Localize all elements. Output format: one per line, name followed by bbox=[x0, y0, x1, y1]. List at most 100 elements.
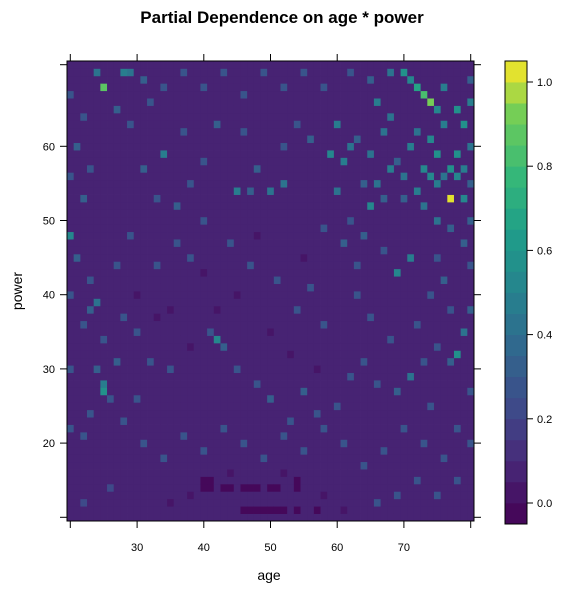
heatmap-cell bbox=[113, 194, 121, 203]
heatmap-cell bbox=[167, 417, 175, 425]
heatmap-cell bbox=[300, 261, 308, 270]
heatmap-cell bbox=[140, 417, 148, 425]
heatmap-cell bbox=[140, 298, 148, 307]
heatmap-cell bbox=[73, 305, 81, 314]
y-tick-label: 50 bbox=[43, 216, 55, 228]
heatmap-cell bbox=[200, 491, 208, 500]
heatmap-cell bbox=[427, 179, 435, 188]
heatmap-cell bbox=[100, 350, 108, 359]
heatmap-cell bbox=[187, 328, 195, 336]
heatmap-cell bbox=[453, 120, 462, 129]
heatmap-cell bbox=[447, 83, 455, 92]
heatmap-cell bbox=[153, 387, 161, 396]
heatmap-cell bbox=[240, 424, 248, 433]
heatmap-cell bbox=[193, 187, 201, 195]
heatmap-cell bbox=[180, 150, 188, 158]
heatmap-cell bbox=[460, 179, 468, 188]
heatmap-cell bbox=[107, 313, 115, 322]
heatmap-cell bbox=[440, 328, 448, 336]
heatmap-cell bbox=[400, 483, 408, 492]
heatmap-cell bbox=[433, 469, 442, 477]
heatmap-cell bbox=[273, 350, 281, 359]
heatmap-cell bbox=[100, 335, 108, 344]
heatmap-cell bbox=[413, 172, 422, 181]
heatmap-cell bbox=[133, 305, 141, 314]
heatmap-cell bbox=[380, 172, 388, 181]
heatmap-cell bbox=[407, 239, 415, 247]
heatmap-cell bbox=[187, 357, 195, 366]
heatmap-cell bbox=[200, 461, 208, 470]
heatmap-cell bbox=[267, 328, 275, 336]
heatmap-cell bbox=[120, 246, 128, 255]
heatmap-cell bbox=[73, 105, 81, 114]
heatmap-cell bbox=[287, 476, 295, 485]
colorbar-segment bbox=[505, 334, 527, 357]
heatmap-cell bbox=[160, 506, 168, 514]
heatmap-cell bbox=[293, 365, 301, 374]
heatmap-cell bbox=[340, 328, 348, 336]
heatmap-cell bbox=[367, 305, 375, 314]
heatmap-cell bbox=[353, 135, 361, 144]
heatmap-cell bbox=[67, 506, 75, 514]
heatmap-cell bbox=[160, 305, 168, 314]
heatmap-cell bbox=[80, 372, 88, 381]
heatmap-cell bbox=[400, 157, 408, 166]
heatmap-cell bbox=[93, 239, 101, 247]
heatmap-cell bbox=[260, 387, 268, 396]
heatmap-cell bbox=[440, 224, 448, 233]
heatmap-cell bbox=[420, 461, 428, 470]
heatmap-cell bbox=[460, 172, 468, 181]
heatmap-cell bbox=[333, 261, 341, 270]
heatmap-cell bbox=[213, 387, 221, 396]
heatmap-cell bbox=[413, 239, 422, 247]
heatmap-cell bbox=[347, 164, 355, 173]
colorbar-tick-label: 0.8 bbox=[537, 161, 552, 173]
heatmap-cell bbox=[133, 209, 141, 218]
heatmap-cell bbox=[180, 187, 188, 195]
heatmap-cell bbox=[233, 194, 241, 203]
heatmap-cell bbox=[307, 187, 315, 195]
heatmap-cell bbox=[440, 246, 448, 255]
heatmap-cell bbox=[293, 194, 301, 203]
heatmap-cell bbox=[360, 365, 368, 374]
heatmap-cell bbox=[373, 372, 381, 381]
heatmap-cell bbox=[433, 298, 442, 307]
heatmap-cell bbox=[127, 357, 135, 366]
heatmap-cell bbox=[207, 350, 215, 359]
heatmap-cell bbox=[353, 283, 361, 292]
heatmap-cell bbox=[80, 513, 88, 522]
heatmap-cell bbox=[453, 305, 462, 314]
heatmap-cell bbox=[200, 253, 208, 262]
heatmap-cell bbox=[267, 469, 275, 477]
heatmap-cell bbox=[333, 105, 341, 114]
heatmap-cell bbox=[227, 387, 235, 396]
heatmap-cell bbox=[333, 394, 341, 403]
heatmap-cell bbox=[80, 328, 88, 336]
heatmap-cell bbox=[280, 328, 288, 336]
heatmap-cell bbox=[373, 61, 381, 69]
x-tick-label: 30 bbox=[131, 542, 143, 554]
heatmap-cell bbox=[153, 305, 161, 314]
heatmap-cell bbox=[320, 179, 328, 188]
heatmap-cell bbox=[220, 194, 228, 203]
heatmap-cell bbox=[253, 305, 261, 314]
heatmap-cell bbox=[207, 298, 215, 307]
heatmap-cell bbox=[307, 105, 315, 114]
heatmap-cell bbox=[313, 179, 321, 188]
heatmap-cell bbox=[447, 476, 455, 485]
heatmap-cell bbox=[207, 357, 215, 366]
heatmap-cell bbox=[273, 239, 281, 247]
heatmap-cell bbox=[147, 320, 155, 329]
heatmap-cell bbox=[393, 483, 401, 492]
heatmap-cell bbox=[280, 224, 288, 233]
heatmap-cell bbox=[287, 164, 295, 173]
heatmap-cell bbox=[93, 201, 101, 210]
heatmap-cell bbox=[367, 61, 375, 69]
heatmap-cell bbox=[73, 454, 81, 463]
heatmap-cell bbox=[313, 150, 321, 158]
heatmap-cell bbox=[327, 431, 335, 440]
heatmap-cell bbox=[267, 112, 275, 121]
heatmap-cell bbox=[107, 276, 115, 284]
heatmap-cell bbox=[253, 513, 261, 522]
heatmap-cell bbox=[87, 469, 95, 477]
